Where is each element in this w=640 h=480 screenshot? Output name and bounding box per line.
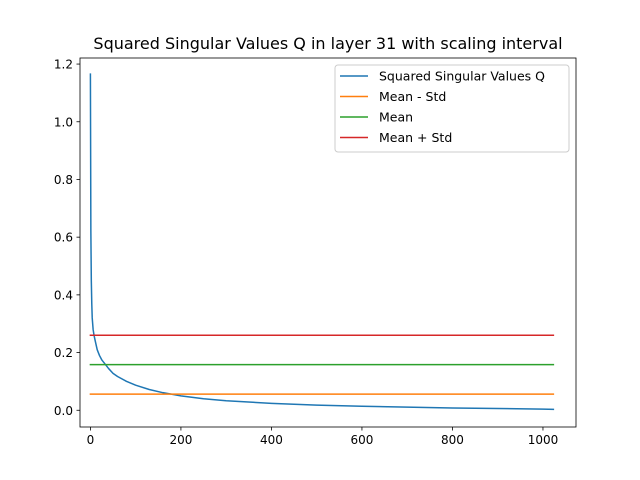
series-line-0 [89,73,555,411]
x-tick-label: 600 [350,433,373,447]
y-tick-label: 1.2 [54,58,73,72]
legend-label-0: Squared Singular Values Q [379,69,545,84]
y-tick-label: 0.4 [54,288,73,302]
chart-title: Squared Singular Values Q in layer 31 wi… [93,34,562,53]
legend-label-2: Mean [379,110,413,125]
legend-label-1: Mean - Std [379,89,446,104]
x-tick-label: 200 [169,433,192,447]
y-tick-label: 0.8 [54,173,73,187]
x-tick-label: 0 [87,433,95,447]
y-tick-label: 0.6 [54,231,73,245]
y-tick-label: 0.2 [54,346,73,360]
y-tick-label: 0.0 [54,404,73,418]
legend: Squared Singular Values Q Mean - Std Mean M… [334,64,570,153]
y-tick-label: 1.0 [54,115,73,129]
axes-frame [79,57,577,428]
plot-area: 0 200 400 600 800 1000 0.0 0.2 0.4 0.6 0.8 1.0 1.2 [54,57,577,447]
legend-frame [334,64,570,153]
x-tick-label: 800 [441,433,464,447]
x-tick-label: 1000 [528,433,559,447]
x-tick-label: 400 [260,433,283,447]
legend-label-3: Mean + Std [379,130,452,145]
